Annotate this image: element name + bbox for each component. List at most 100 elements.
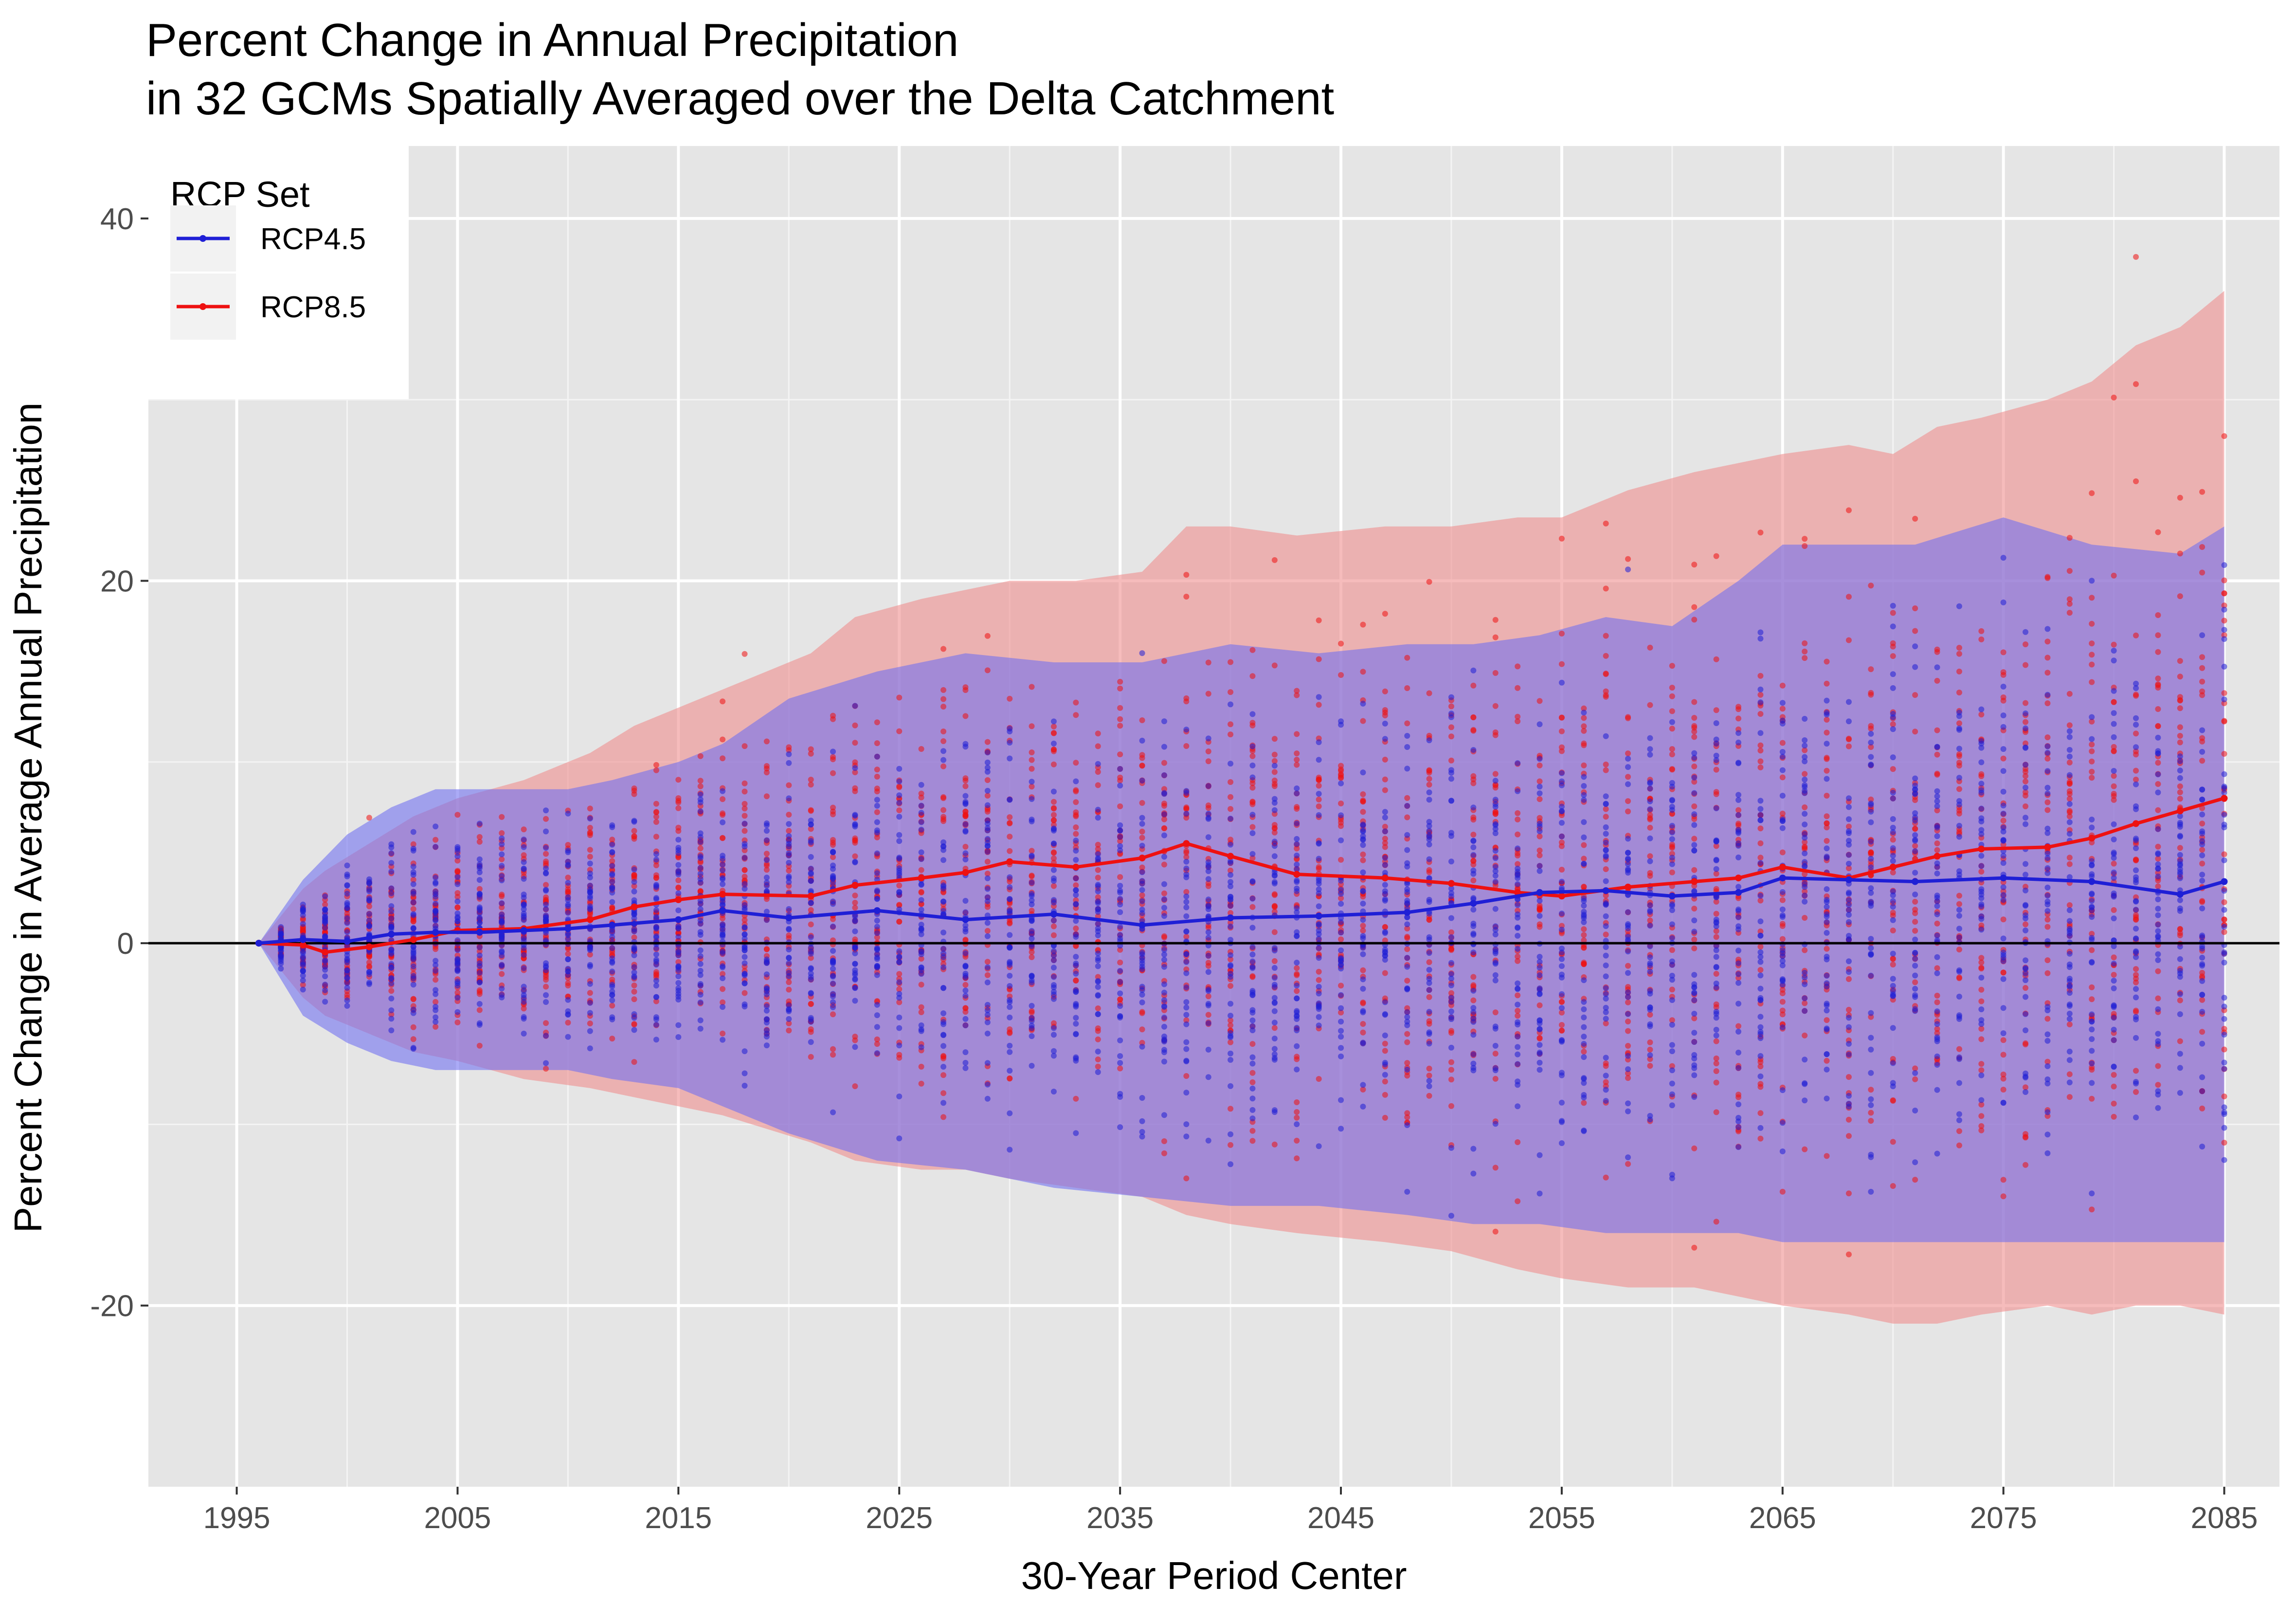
data-point bbox=[830, 811, 836, 817]
data-point bbox=[1581, 977, 1587, 983]
data-point bbox=[1139, 984, 1145, 990]
data-point bbox=[1691, 1072, 1697, 1078]
data-point bbox=[874, 870, 880, 876]
data-point bbox=[1249, 1055, 1255, 1060]
data-point bbox=[2023, 779, 2028, 784]
data-point bbox=[1249, 711, 1255, 717]
data-point bbox=[830, 1046, 836, 1052]
data-point bbox=[1206, 659, 1211, 665]
data-point bbox=[1206, 1047, 1211, 1053]
data-point bbox=[587, 860, 593, 866]
data-point bbox=[1007, 909, 1012, 914]
data-point bbox=[1625, 850, 1631, 856]
data-point bbox=[1360, 967, 1366, 973]
data-point bbox=[1537, 1042, 1543, 1048]
data-point bbox=[1404, 1039, 1410, 1045]
data-point bbox=[786, 795, 792, 801]
data-point bbox=[344, 985, 350, 991]
data-point bbox=[1736, 821, 1741, 826]
data-point bbox=[962, 857, 968, 862]
data-point bbox=[388, 850, 394, 856]
data-point bbox=[2089, 662, 2095, 668]
data-point bbox=[1183, 1175, 1189, 1181]
data-point bbox=[1338, 641, 1344, 647]
data-point bbox=[1206, 986, 1211, 992]
data-point bbox=[808, 866, 814, 872]
data-point bbox=[1603, 1063, 1609, 1069]
data-point bbox=[1537, 756, 1543, 762]
data-point bbox=[874, 924, 880, 930]
data-point bbox=[1647, 1047, 1653, 1053]
data-point bbox=[565, 980, 571, 986]
data-point bbox=[1206, 864, 1211, 870]
data-point bbox=[1382, 1041, 1388, 1047]
data-point bbox=[2199, 1106, 2205, 1112]
data-point bbox=[985, 972, 991, 978]
data-point bbox=[852, 836, 858, 841]
data-point bbox=[1978, 987, 1984, 993]
data-point bbox=[1051, 826, 1057, 832]
data-point bbox=[896, 889, 902, 895]
data-point bbox=[2222, 899, 2227, 905]
data-point bbox=[1073, 934, 1079, 940]
data-point bbox=[1316, 777, 1322, 783]
data-point bbox=[411, 906, 416, 912]
data-point bbox=[1117, 751, 1123, 757]
data-point bbox=[1095, 1064, 1101, 1070]
data-point bbox=[1978, 955, 1984, 961]
data-point bbox=[2155, 1063, 2161, 1069]
data-point bbox=[786, 812, 792, 818]
data-point bbox=[1228, 860, 1233, 866]
data-point bbox=[1824, 659, 1830, 665]
data-point bbox=[1515, 760, 1520, 766]
data-point bbox=[1559, 1073, 1565, 1078]
data-point bbox=[2001, 1087, 2007, 1093]
data-point bbox=[675, 805, 681, 811]
data-point bbox=[675, 985, 681, 991]
data-point bbox=[1493, 821, 1499, 827]
data-point bbox=[1802, 948, 1808, 953]
data-point bbox=[940, 687, 946, 693]
data-point bbox=[1073, 1001, 1079, 1007]
data-point bbox=[609, 885, 615, 891]
data-point bbox=[1051, 747, 1057, 752]
data-point bbox=[1669, 1102, 1675, 1108]
data-point bbox=[1537, 821, 1543, 827]
data-point bbox=[1603, 671, 1609, 676]
data-point bbox=[1360, 894, 1366, 899]
data-point bbox=[1095, 1037, 1101, 1042]
data-point bbox=[742, 813, 748, 819]
data-point bbox=[698, 953, 704, 959]
data-point bbox=[2222, 578, 2227, 584]
data-point bbox=[1183, 811, 1189, 817]
data-point bbox=[1382, 757, 1388, 763]
data-point bbox=[1382, 957, 1388, 963]
data-point bbox=[896, 979, 902, 985]
data-point bbox=[1249, 673, 1255, 679]
data-point bbox=[764, 766, 770, 771]
data-point bbox=[1824, 1153, 1830, 1159]
data-point bbox=[742, 902, 748, 908]
data-point bbox=[433, 987, 438, 993]
data-point bbox=[454, 898, 460, 904]
data-point bbox=[1382, 611, 1388, 617]
data-point bbox=[786, 960, 792, 966]
data-point bbox=[1691, 1030, 1697, 1036]
data-point bbox=[1272, 1142, 1278, 1148]
data-point bbox=[675, 862, 681, 868]
data-point bbox=[1294, 1025, 1300, 1031]
data-point bbox=[1515, 832, 1520, 838]
data-point bbox=[1603, 653, 1609, 659]
data-point bbox=[1493, 864, 1499, 870]
data-point bbox=[653, 819, 659, 825]
data-point bbox=[653, 1022, 659, 1028]
data-point bbox=[454, 904, 460, 910]
data-point bbox=[609, 863, 615, 869]
data-point bbox=[1470, 844, 1476, 850]
data-point bbox=[1051, 985, 1057, 990]
data-point bbox=[1470, 683, 1476, 689]
data-point bbox=[1802, 804, 1808, 810]
data-point bbox=[411, 996, 416, 1002]
data-point bbox=[1404, 685, 1410, 691]
data-point bbox=[1404, 889, 1410, 895]
